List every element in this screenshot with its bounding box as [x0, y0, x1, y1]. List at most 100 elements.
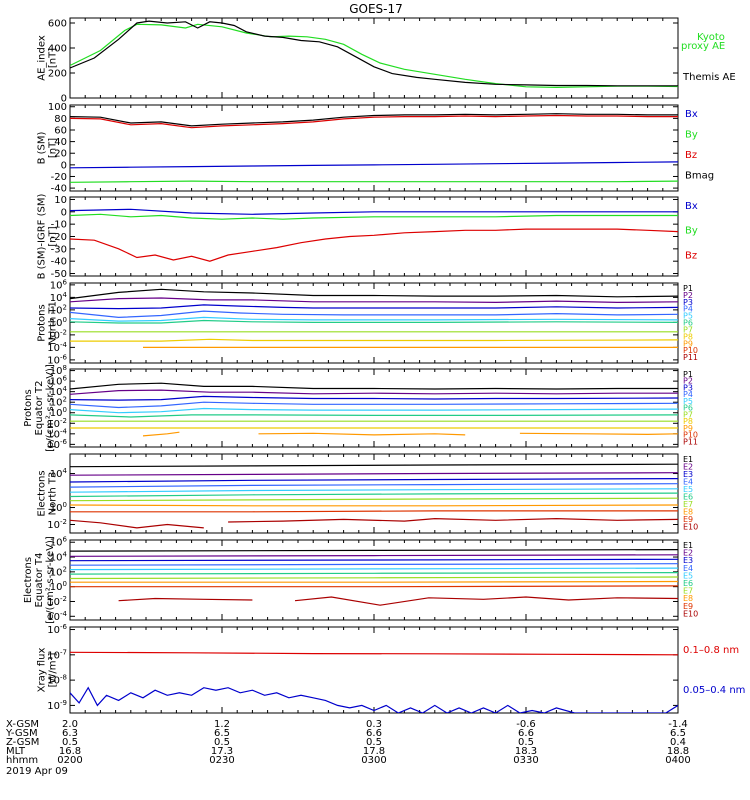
y-tick-label: 20	[54, 149, 67, 160]
series-line	[70, 414, 678, 418]
y-tick-label: 104	[50, 291, 68, 304]
y-tick-label: 108	[50, 364, 67, 377]
y-tick-label: 10-6	[47, 438, 67, 451]
series-line	[70, 20, 678, 87]
legend-entry: P10	[683, 431, 698, 440]
series-segment	[118, 597, 253, 602]
y-tick-label: 10-6	[47, 623, 67, 636]
series-line	[70, 472, 678, 476]
legend-entry: P7	[683, 325, 693, 334]
y-tick-label: 106	[50, 278, 68, 291]
series-group	[70, 20, 678, 89]
legend-entry: P1	[683, 284, 693, 293]
y-tick-label: 400	[48, 44, 67, 55]
y-tick-label: 80	[54, 114, 67, 125]
y-tick-label: -40	[51, 184, 67, 195]
series-group	[70, 113, 678, 183]
y-tick-label: 10-7	[47, 648, 67, 661]
series-group	[70, 208, 678, 262]
x-axis-value: 18.8	[667, 746, 689, 757]
legend: Bx By Bz Bmag	[685, 109, 714, 181]
x-axis-value: 17.8	[363, 746, 385, 757]
series-line	[70, 504, 678, 507]
series-line	[70, 483, 678, 488]
y-tick-label: 10-4	[47, 341, 67, 354]
y-tick-label: 10-2	[47, 417, 67, 430]
x-axis-value: 0.5	[366, 737, 382, 748]
legend-entry: P10	[683, 346, 698, 355]
series-line	[70, 228, 678, 262]
legend-entry: P7	[683, 410, 693, 419]
x-axis-value: 0.4	[670, 737, 686, 748]
y-axis-label: B (SM)	[37, 131, 48, 164]
legend-entry: 0.1–0.8 nm	[683, 645, 739, 656]
series-line	[70, 319, 678, 324]
y-tick-label: 0	[61, 207, 67, 218]
series-line	[70, 338, 678, 342]
series-line	[70, 395, 678, 401]
y-tick-label: 100	[50, 406, 67, 419]
legend-entry: proxy AE	[681, 41, 725, 52]
y-axis-label: Protons	[23, 389, 34, 426]
y-axis-label: North T3	[48, 472, 59, 516]
legend-entry: P1	[683, 370, 693, 379]
legend-entry: P3	[683, 383, 693, 392]
x-axis-value: 0400	[665, 755, 690, 766]
x-axis-value: 0300	[361, 755, 386, 766]
legend-entry: E10	[683, 523, 698, 532]
x-axis-row-label: MLT	[6, 746, 26, 757]
y-tick-label: 600	[48, 19, 67, 30]
y-tick-label: 102	[50, 565, 67, 578]
legend-entry: P11	[683, 353, 698, 362]
x-axis-row-label: Z-GSM	[6, 737, 39, 748]
y-tick-label: 102	[50, 396, 67, 409]
series-segment	[258, 432, 466, 436]
legend-entry: P2	[683, 291, 693, 300]
y-axis-label: [nT]	[48, 138, 59, 158]
legend-entry: By	[685, 129, 698, 140]
series-line	[70, 113, 678, 127]
y-tick-label: -30	[51, 244, 67, 255]
legend-entry: E6	[683, 493, 693, 502]
y-tick-label: 102	[50, 303, 67, 316]
legend-entry: By	[685, 226, 698, 237]
series-segment	[294, 596, 678, 606]
series-line	[70, 488, 678, 493]
series-line	[70, 304, 678, 310]
legend-entry: Themis AE	[682, 72, 736, 83]
legend-entry: E4	[683, 478, 693, 487]
legend-entry: E3	[683, 470, 693, 479]
series-line	[70, 510, 678, 513]
y-tick-label: 10-2	[47, 328, 67, 341]
legend-entry: 0.05–0.4 nm	[683, 685, 745, 696]
x-axis-value: 2.0	[62, 719, 78, 730]
series-line	[70, 563, 678, 566]
y-tick-label: 104	[50, 467, 68, 480]
legend-entry: P11	[683, 437, 698, 446]
y-tick-label: 100	[50, 501, 67, 514]
y-axis-label: Xray flux	[37, 648, 48, 693]
panel-frame	[69, 539, 679, 621]
legend-entry: E5	[683, 571, 693, 580]
y-axis-label: North T1	[48, 301, 59, 345]
y-tick-label: 10-2	[47, 595, 67, 608]
series-line	[70, 407, 678, 414]
x-axis-value: 0.5	[214, 737, 230, 748]
series-line	[70, 161, 678, 169]
x-axis-value: 6.3	[62, 728, 78, 739]
legend-entry: E7	[683, 587, 693, 596]
series-line	[70, 382, 678, 390]
y-tick-label: -40	[51, 257, 67, 268]
legend-entry: E9	[683, 515, 693, 524]
y-axis-label: Electrons	[37, 470, 48, 516]
series-line	[70, 580, 678, 583]
series-segment	[228, 517, 678, 523]
x-axis-value: 0.5	[518, 737, 534, 748]
x-axis-value: 6.6	[518, 728, 534, 739]
x-axis-value: 18.3	[515, 746, 537, 757]
